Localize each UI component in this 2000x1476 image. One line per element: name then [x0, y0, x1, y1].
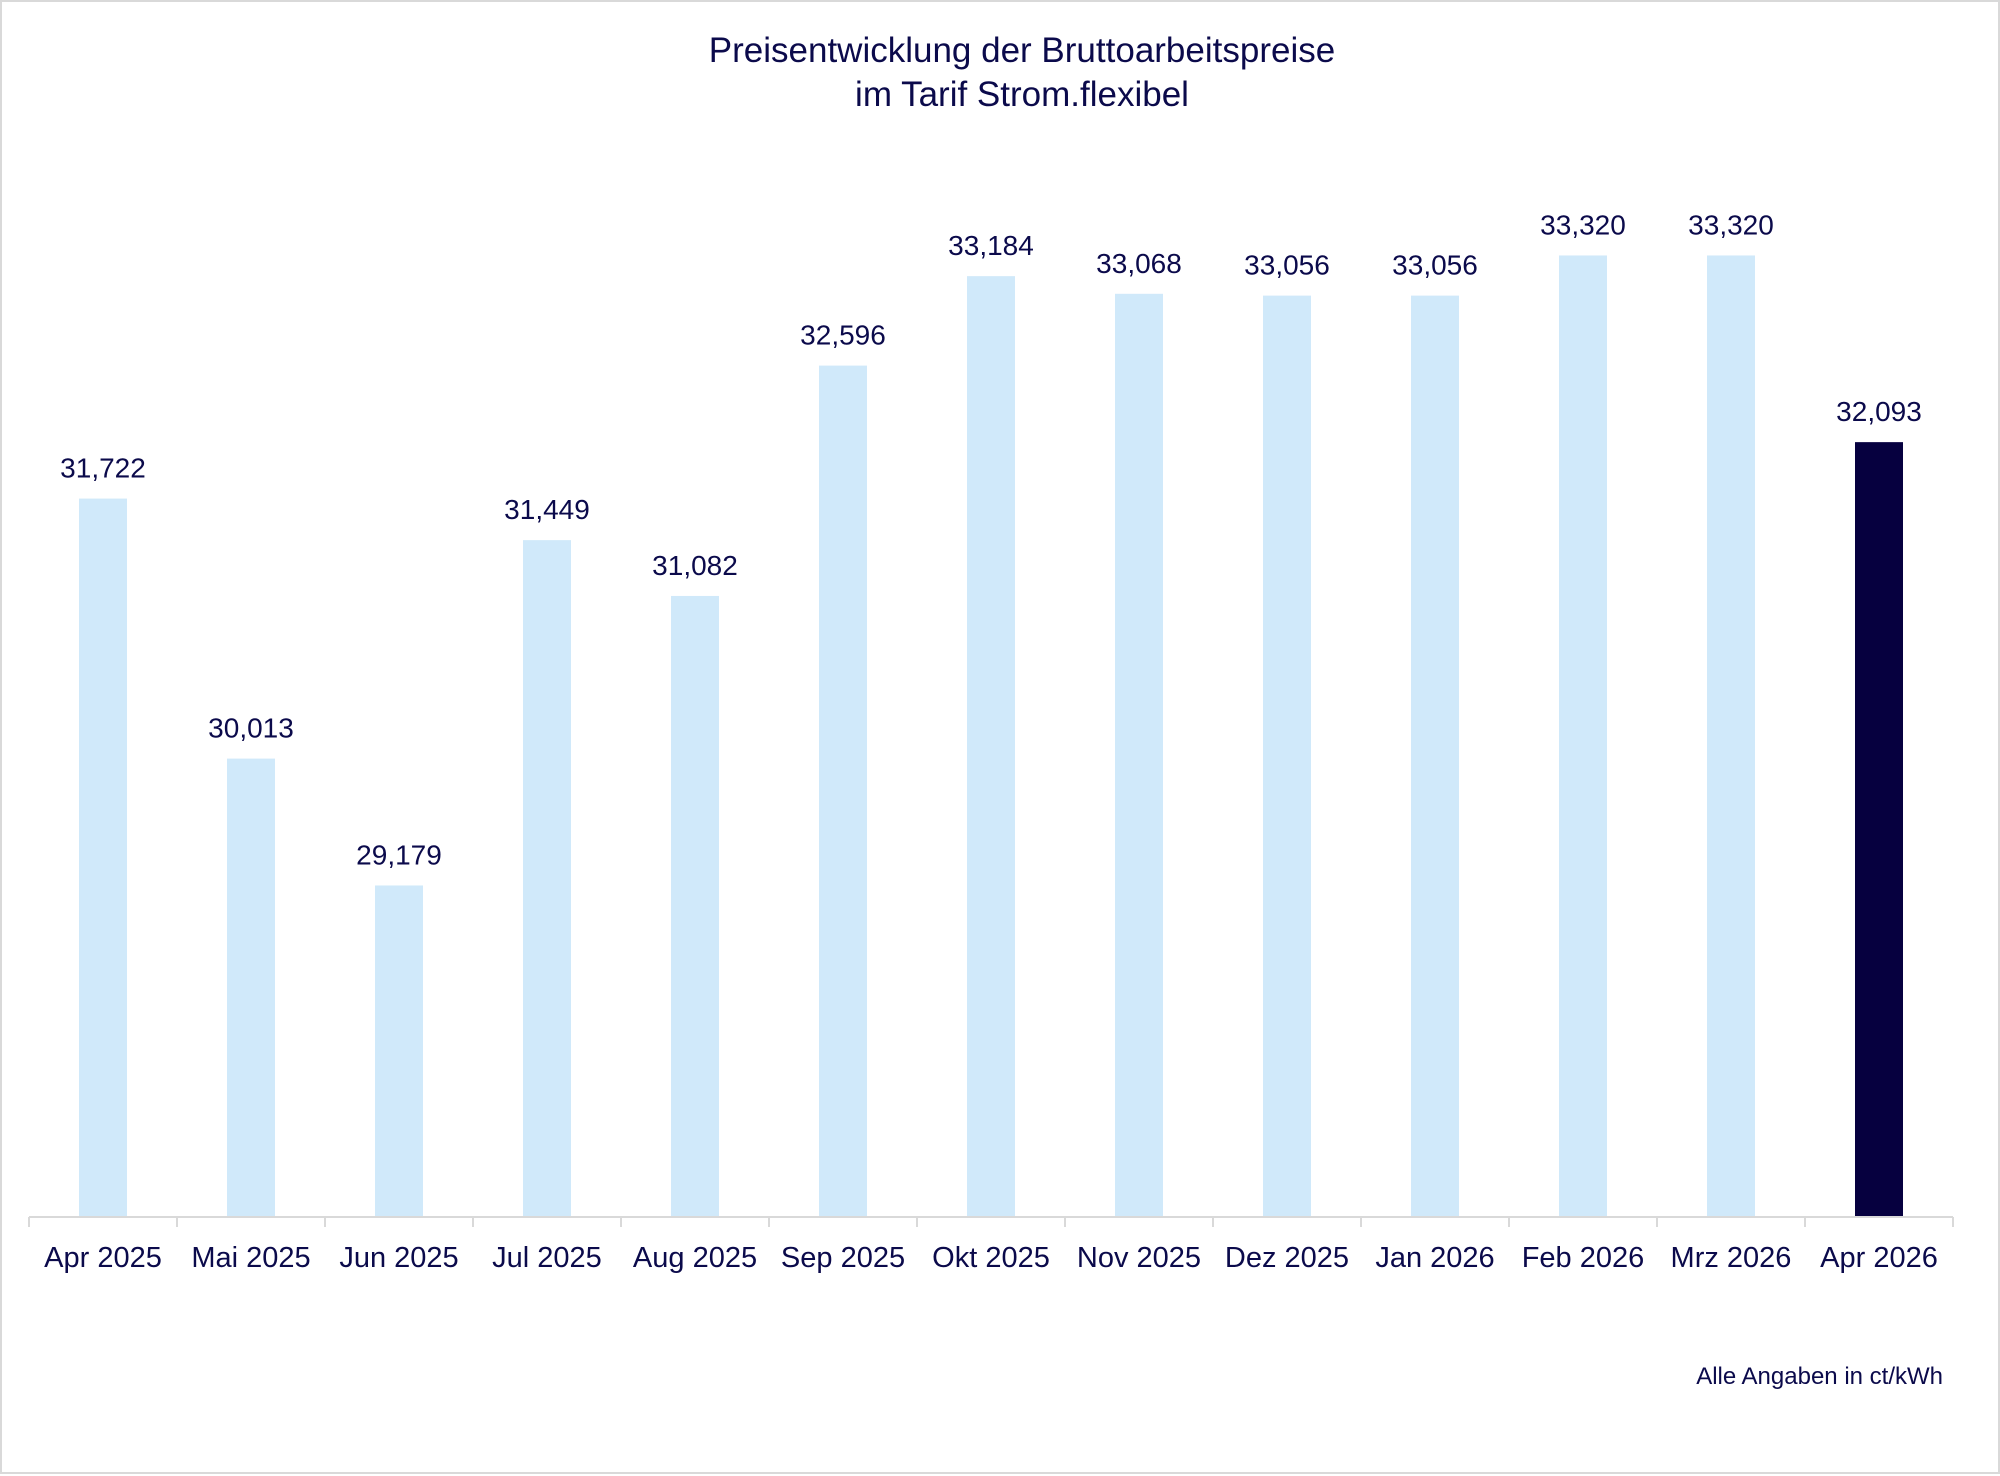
data-label: 33,056: [1392, 250, 1478, 281]
bar-8: [1263, 295, 1311, 1217]
bars-group: 31,722 30,013 29,179 31,449 31,082 32,596 33,1…: [60, 209, 1922, 1218]
bar-0: [79, 498, 127, 1217]
footnote: Alle Angaben in ct/kWh: [1696, 1363, 1943, 1390]
x-tick-label: Jan 2026: [1375, 1242, 1494, 1274]
data-label: 33,320: [1540, 209, 1626, 240]
x-tick-label: Apr 2026: [1820, 1242, 1938, 1274]
x-tick-label: Dez 2025: [1225, 1242, 1349, 1274]
data-label: 33,320: [1688, 209, 1774, 240]
data-label: 29,179: [356, 839, 442, 870]
data-label: 32,093: [1836, 396, 1922, 427]
x-tick-label: Apr 2025: [44, 1242, 162, 1274]
bar-5: [819, 365, 867, 1217]
x-tick-label: Nov 2025: [1077, 1242, 1201, 1274]
bar-6: [967, 276, 1015, 1217]
data-label: 31,722: [60, 453, 146, 484]
x-tick-label: Feb 2026: [1522, 1242, 1645, 1274]
bar-12: [1855, 442, 1903, 1217]
chart-title-line-2: im Tarif Strom.flexibel: [855, 75, 1189, 114]
bar-9: [1411, 295, 1459, 1217]
bar-3: [523, 540, 571, 1217]
x-tick-label: Aug 2025: [633, 1242, 757, 1274]
data-label: 33,056: [1244, 250, 1330, 281]
bar-1: [227, 758, 275, 1217]
data-label: 30,013: [208, 713, 294, 744]
data-label: 33,068: [1096, 248, 1182, 279]
x-tick-label: Jun 2025: [339, 1242, 458, 1274]
data-label: 32,596: [800, 320, 886, 351]
bar-11: [1707, 255, 1755, 1217]
x-axis: Apr 2025 Mai 2025 Jun 2025 Jul 2025 Aug 2025…: [28, 1216, 1954, 1274]
x-tick-label: Okt 2025: [932, 1242, 1050, 1274]
bar-4: [671, 595, 719, 1217]
bar-7: [1115, 293, 1163, 1218]
x-tick-label: Sep 2025: [781, 1242, 905, 1274]
x-tick-label: Mrz 2026: [1671, 1242, 1792, 1274]
data-label: 31,082: [652, 550, 738, 581]
data-label: 31,449: [504, 494, 590, 525]
bar-10: [1559, 255, 1607, 1217]
data-label: 33,184: [948, 230, 1034, 261]
bar-2: [375, 885, 423, 1217]
x-tick-label: Jul 2025: [492, 1242, 602, 1274]
chart-title-line-1: Preisentwicklung der Bruttoarbeitspreise: [709, 31, 1335, 70]
x-tick-label: Mai 2025: [191, 1242, 310, 1274]
